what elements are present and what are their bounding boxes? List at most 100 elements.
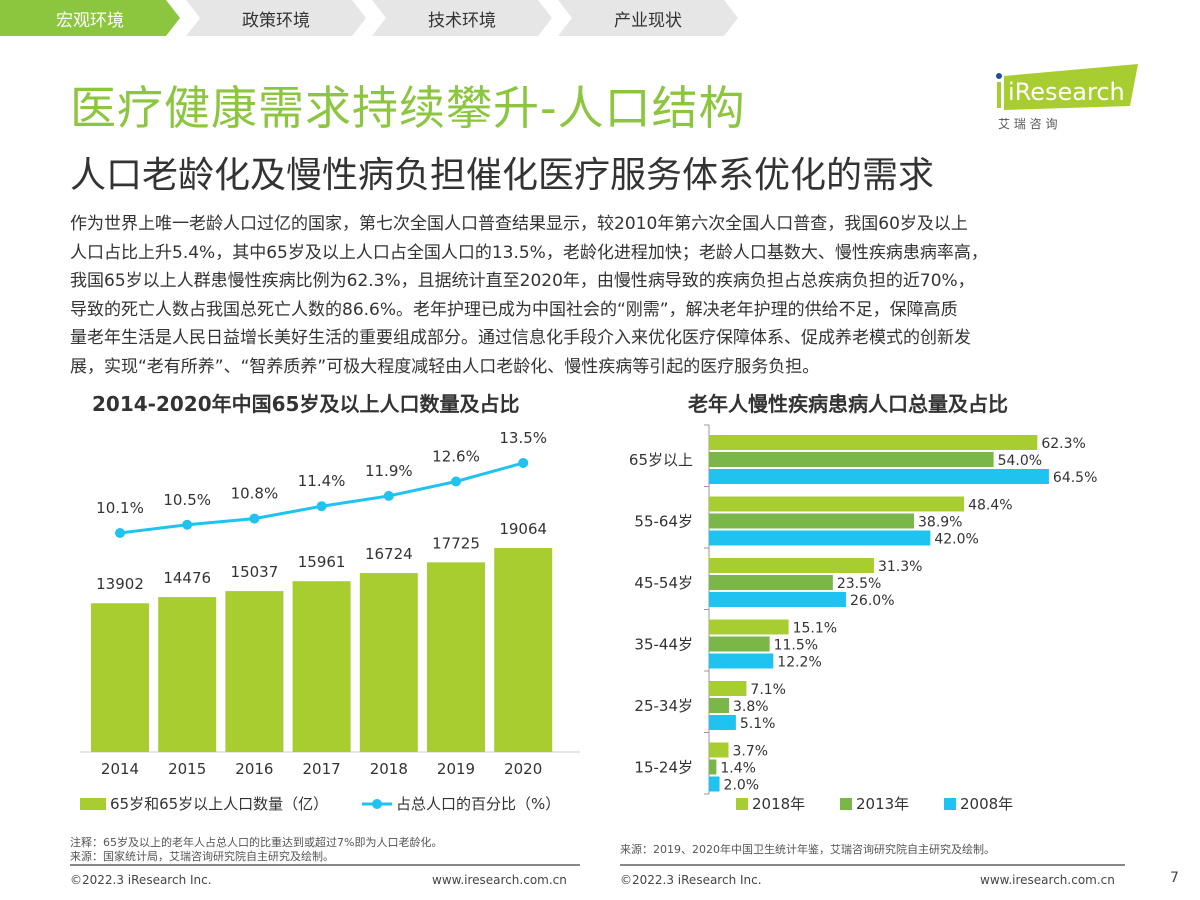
right-chart-title: 老年人慢性疾病患病人口总量及占比 [688,392,1008,416]
legend-label: 2018年 [752,795,805,813]
copyright: ©2022.3 iResearch Inc. [70,873,212,887]
website-link[interactable]: www.iresearch.com.cn [432,873,567,887]
bar [709,469,1049,484]
bar [709,435,1038,450]
bar-value-label: 26.0% [850,593,894,609]
left-chart-title: 2014-2020年中国65岁及以上人口数量及占比 [92,392,520,416]
body-line: 人口占比上升5.4%，其中65岁及以上人口占全国人口的13.5%，老龄化进程加快… [70,242,988,263]
bar-value-label: 14476 [163,569,211,587]
x-tick-label: 2020 [504,760,542,778]
bar-value-label: 3.8% [733,699,769,715]
divider [70,864,580,866]
legend-label: 占总人口的百分比（%） [396,795,560,813]
bar [709,681,747,696]
iresearch-logo: iResearch 艾 瑞 咨 询 [990,64,1140,134]
svg-text:iResearch: iResearch [1008,78,1125,106]
bar-value-label: 3.7% [732,744,768,760]
website-link[interactable]: www.iresearch.com.cn [980,873,1115,887]
bar-value-label: 62.3% [1041,436,1085,452]
body-line: 作为世界上唯一老龄人口过亿的国家，第七次全国人口普查结果显示，较2010年第六次… [70,214,968,234]
left-note: 注释：65岁及以上的老年人占总人口的比重达到或超过7%即为人口老龄化。 来源：国家… [70,836,443,863]
bar-value-label: 1.4% [720,761,756,777]
x-tick-label: 2014 [101,760,139,778]
y-tick-label: 15-24岁 [634,759,693,777]
percent-label: 12.6% [432,448,480,466]
tab-tech[interactable]: 技术环境 [372,0,552,36]
body-line: 我国65岁以上人群患慢性疾病比例为62.3%，且据统计直至2020年，由慢性病导… [70,271,975,291]
legend-swatch-bar [80,798,106,810]
tab-policy[interactable]: 政策环境 [186,0,366,36]
bar [359,573,418,752]
bar [709,636,770,652]
page-subtitle: 人口老龄化及慢性病负担催化医疗服务体系优化的需求 [70,155,935,196]
line-point [115,528,125,538]
bar [709,575,833,590]
legend-label: 2008年 [960,795,1013,813]
x-tick-label: 2017 [303,760,341,778]
bar-value-label: 5.1% [740,716,776,732]
bar-value-label: 15037 [231,563,279,581]
tab-macro[interactable]: 宏观环境 [0,0,180,36]
bar [494,548,553,752]
percent-label: 11.9% [365,462,413,480]
percent-label: 13.5% [499,429,547,447]
line-point [182,519,193,530]
line-point [383,490,394,501]
bar-value-label: 48.4% [968,498,1012,514]
bar [427,562,485,752]
bar [709,742,729,758]
x-tick-label: 2018 [370,760,408,778]
tab-industry[interactable]: 产业现状 [558,0,738,36]
copyright: ©2022.3 iResearch Inc. [620,873,762,887]
body-line: 量老年生活是人民日益增长美好生活的重要组成部分。通过信息化手段介入来优化医疗保障… [70,328,971,348]
line-point [451,476,461,487]
bar-value-label: 31.3% [878,559,922,575]
bar-value-label: 54.0% [998,453,1042,469]
bar [709,653,774,669]
bar [709,759,717,775]
section-nav: 宏观环境 政策环境 技术环境 产业现状 [0,0,744,36]
bar [709,698,730,713]
legend-label: 2013年 [856,795,909,813]
legend-swatch-point [372,799,382,809]
legend-label: 65岁和65岁以上人口数量（亿） [110,795,328,813]
percent-label: 10.5% [163,491,211,509]
bar-value-label: 15.1% [793,621,837,637]
bar [225,591,284,752]
bar-value-label: 38.9% [918,515,962,531]
percent-label: 11.4% [298,472,346,490]
bar [709,530,931,546]
body-line: 导致的死亡人数占我国总死亡人数的86.6%。老年护理已成为中国社会的“刚需”，解… [70,299,958,320]
bar-value-label: 11.5% [774,638,818,654]
bar [709,513,915,529]
bar-value-label: 64.5% [1053,470,1097,486]
line-point [249,513,260,524]
legend-swatch [944,798,956,810]
body-line: 展，实现“老有所养”、“智养质养”可极大程度减轻由人口老龄化、慢性疾病等引起的医… [70,356,820,377]
body-text: 作为世界上唯一老龄人口过亿的国家，第七次全国人口普查结果显示，较2010年第六次… [70,210,1150,381]
line-point [316,501,327,512]
bar-value-label: 15961 [298,553,346,571]
x-tick-label: 2016 [235,760,273,778]
population-chart: 13902 2014 14476 2015 15037 2016 15961 2017 1672… [80,429,580,813]
percent-label: 10.1% [96,499,144,517]
right-source: 来源：2019、2020年中国卫生统计年鉴，艾瑞咨询研究院自主研究及绘制。 [620,843,995,856]
x-tick-label: 2019 [437,760,475,778]
bar [292,581,351,752]
page-title: 医疗健康需求持续攀升-人口结构 [70,81,746,135]
bar [709,776,720,792]
bar-value-label: 13902 [96,575,144,593]
bar-value-label: 17725 [432,534,480,552]
bar [709,619,789,635]
bar-value-label: 16724 [365,545,413,563]
y-tick-label: 25-34岁 [634,697,693,715]
chronic-disease-chart: 65岁以上 62.3%54.0% 64.5% 55-64岁 48.4% 38.9%42.0… [629,424,1097,813]
line-point [518,457,529,468]
y-tick-label: 35-44岁 [634,636,693,654]
bar-value-label: 12.2% [777,655,821,671]
bar [709,592,847,607]
x-tick-label: 2015 [168,760,206,778]
y-tick-label: 65岁以上 [629,451,693,469]
bar-value-label: 2.0% [724,778,760,794]
bar-value-label: 19064 [499,520,547,538]
